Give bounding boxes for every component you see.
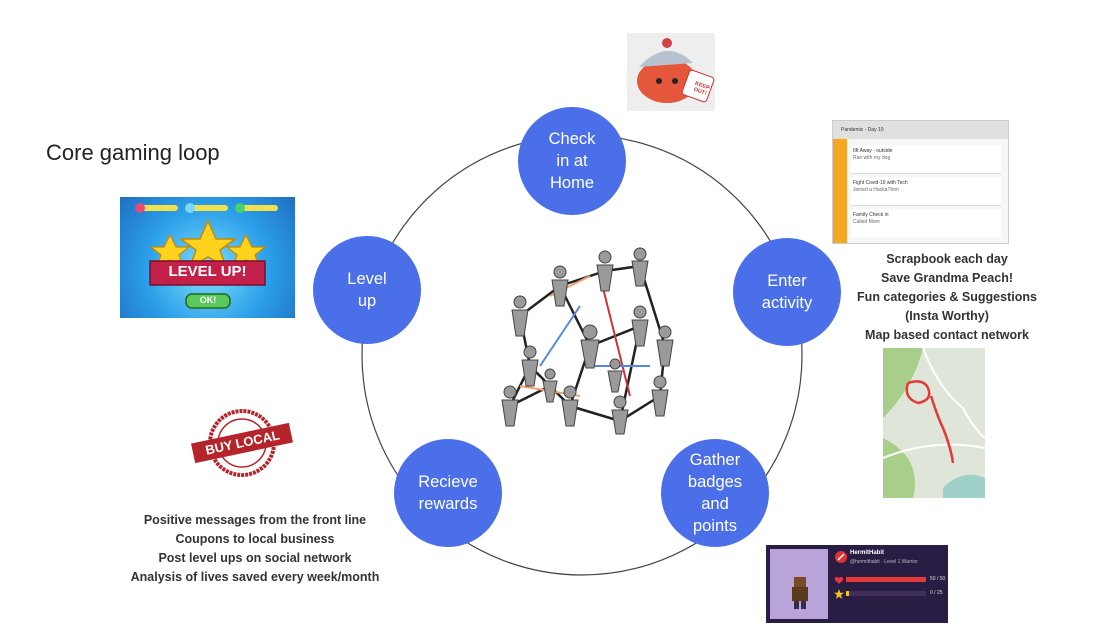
scrapbook-accent xyxy=(833,139,847,243)
hp-bar xyxy=(846,577,926,582)
buy-local-stamp: BUY LOCAL xyxy=(190,408,295,478)
character-avatar-icon xyxy=(792,577,808,609)
activity-note: Fun categories & Suggestions xyxy=(857,290,1037,304)
scrapbook-header: Pandemic - Day 10 xyxy=(833,121,1008,139)
entry-sub: Ran with my dog xyxy=(853,155,891,161)
node-gather-label: Gather badges and points xyxy=(687,451,743,535)
entry-sub: Called Mom xyxy=(853,219,880,225)
scrapbook-entry: Family Check in Called Mom xyxy=(851,209,1001,237)
level-up-art: LEVEL UP! OK! xyxy=(120,197,295,318)
mascot-icon xyxy=(637,38,715,103)
activity-note: Save Grandma Peach! xyxy=(880,271,1013,285)
level-up-ok-text: OK! xyxy=(199,295,217,305)
shield-icon xyxy=(835,551,847,563)
contact-map xyxy=(883,348,985,498)
star-icon xyxy=(834,589,844,599)
mascot-sticker: KEEP OUT! xyxy=(627,33,715,111)
entry-title: 6ft Away - outside xyxy=(853,148,893,154)
reward-note: Post level ups on social network xyxy=(158,551,352,565)
entry-title: Family Check in xyxy=(853,212,889,218)
node-level-up: Level up xyxy=(313,236,421,344)
profile-handle: @hermithabit · Level 1 Warrior xyxy=(850,559,918,565)
node-gather-badges: Gather badges and points xyxy=(661,439,769,547)
activity-note: (Insta Worthy) xyxy=(905,309,989,323)
profile-name: HermitHabit xyxy=(850,550,885,556)
people-network-illustration xyxy=(501,247,674,435)
node-enter-activity: Enter activity xyxy=(733,238,841,346)
hp-bar-fill xyxy=(846,577,926,582)
xp-value: 0 / 25 xyxy=(930,590,943,596)
hp-value: 50 / 50 xyxy=(930,576,946,582)
diagram-title: Core gaming loop xyxy=(46,140,220,165)
level-up-banner-text: LEVEL UP! xyxy=(168,263,247,280)
node-check-in-label: Check in at Home xyxy=(548,130,596,192)
xp-bar xyxy=(846,591,926,596)
avatar xyxy=(770,549,828,619)
activity-note: Map based contact network xyxy=(865,328,1029,342)
reward-notes: Positive messages from the front line Co… xyxy=(100,511,410,587)
heart-icon xyxy=(834,577,844,584)
reward-note: Analysis of lives saved every week/month xyxy=(130,570,380,584)
node-rewards-label: Recieve rewards xyxy=(418,473,478,513)
scrapbook-card: Pandemic - Day 10 6ft Away - outside Ran… xyxy=(832,120,1009,244)
activity-notes: Scrapbook each day Save Grandma Peach! F… xyxy=(838,250,1056,345)
profile-card: HermitHabit @hermithabit · Level 1 Warri… xyxy=(766,545,948,623)
reward-note: Positive messages from the front line xyxy=(143,513,367,527)
node-enter-activity-label: Enter activity xyxy=(761,272,813,312)
node-receive-rewards: Recieve rewards xyxy=(394,439,502,547)
node-level-up-label: Level up xyxy=(347,270,387,310)
scrapbook-entry: 6ft Away - outside Ran with my dog xyxy=(851,145,1001,174)
xp-bar-fill xyxy=(846,591,850,596)
reward-note: Coupons to local business xyxy=(175,532,335,546)
entry-title: Fight Covid-19 with Tech xyxy=(853,180,908,186)
stars-icon xyxy=(135,203,278,309)
scrapbook-entry: Fight Covid-19 with Tech Joined a HackaT… xyxy=(851,177,1001,206)
stamp-icon xyxy=(191,409,293,477)
map-route-icon xyxy=(883,348,985,498)
node-check-in-at-home: Check in at Home xyxy=(518,107,626,215)
entry-sub: Joined a HackaThon xyxy=(853,187,899,193)
activity-note: Scrapbook each day xyxy=(886,252,1008,266)
